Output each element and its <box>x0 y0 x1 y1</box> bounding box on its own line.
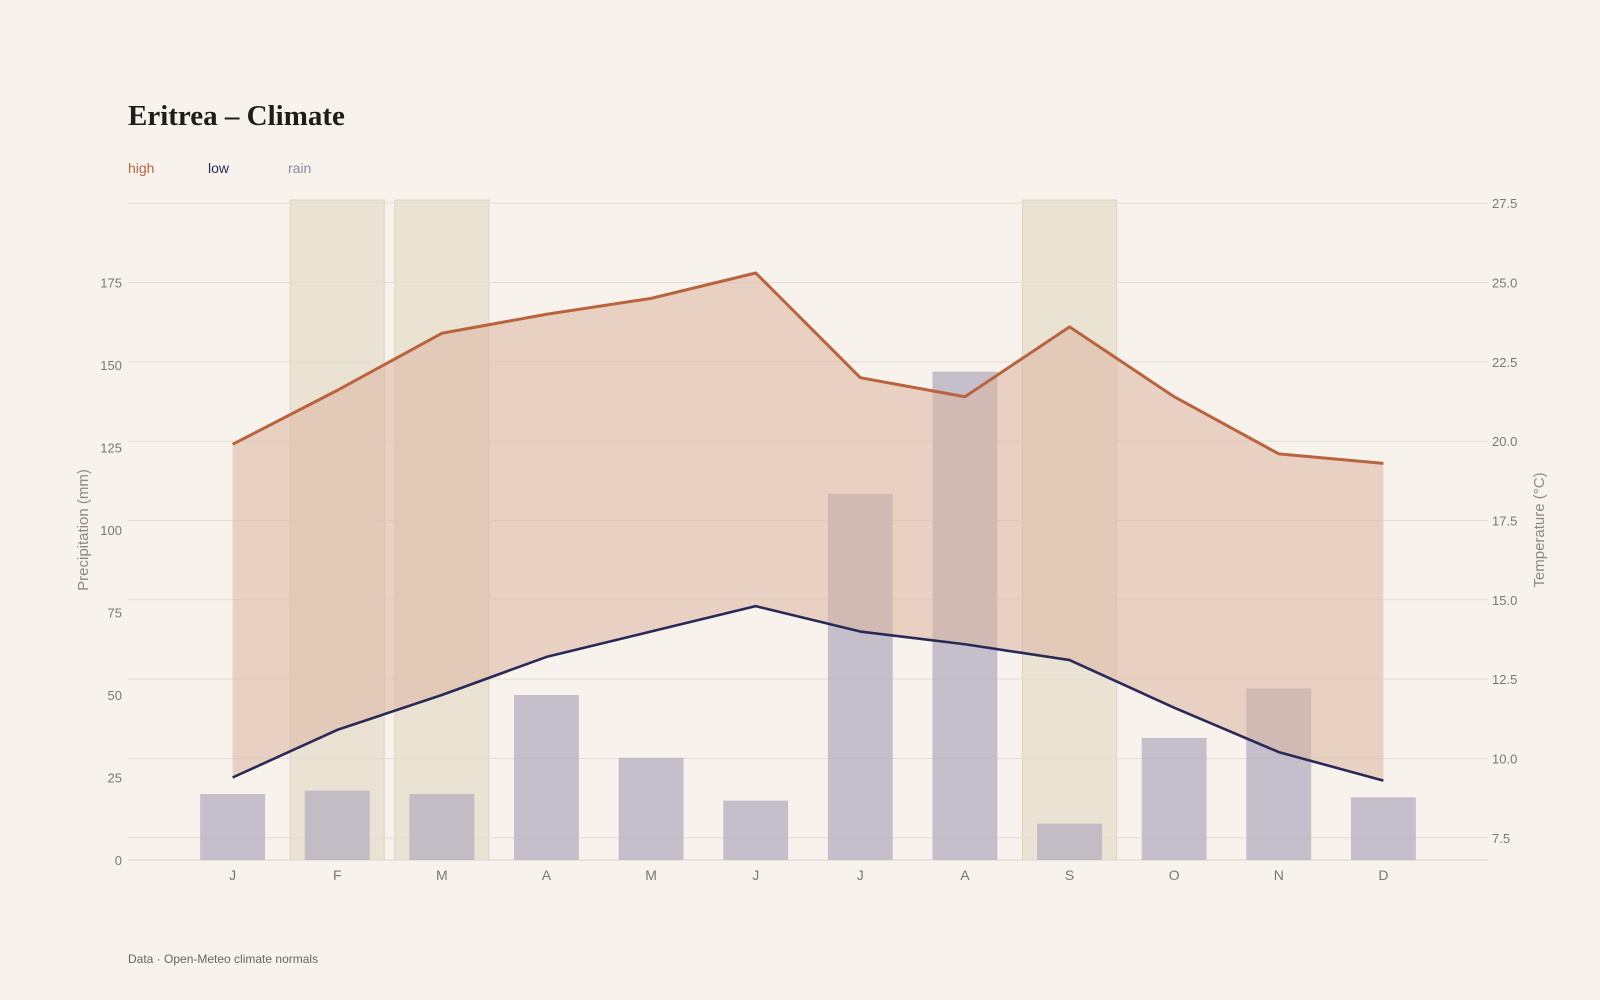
y-left-tick-label: 50 <box>108 688 122 703</box>
rain-bar-D <box>1350 797 1416 860</box>
temp-lines <box>231 271 1384 782</box>
rain-bar-O <box>1141 737 1207 860</box>
x-tick-label: F <box>333 867 342 883</box>
y-right-tick-label: 10.0 <box>1492 751 1517 766</box>
x-tick-label: M <box>645 867 657 883</box>
y-right-tick-label: 27.5 <box>1492 196 1517 211</box>
high-line <box>231 271 1384 465</box>
y-left-tick-label: 125 <box>100 441 122 456</box>
y-right-tick-label: 7.5 <box>1492 831 1510 846</box>
rain-bar-M <box>618 757 684 860</box>
rain-bar-A <box>514 695 579 860</box>
x-tick-label: J <box>752 867 759 883</box>
source-note: Data · Open-Meteo climate normals <box>128 952 319 966</box>
chart-title: Eritrea – Climate <box>128 100 345 132</box>
rain-bar-M <box>409 794 475 860</box>
legend: high low rain <box>128 160 368 176</box>
y-left-tick-label: 175 <box>100 276 122 291</box>
x-tick-label: O <box>1169 867 1180 883</box>
temp-band-area <box>232 272 1384 781</box>
x-tick-label: A <box>542 867 552 883</box>
x-tick-label: D <box>1378 867 1388 883</box>
y-left-tick-label: 0 <box>115 853 122 868</box>
x-tick-label: J <box>857 867 864 883</box>
x-tick-label: M <box>436 867 448 883</box>
y-right-tick-label: 25.0 <box>1492 276 1517 291</box>
x-tick-label: S <box>1065 867 1074 883</box>
low-line <box>232 604 1384 782</box>
rain-bar-J <box>200 794 266 860</box>
rain-bar-F <box>304 790 370 860</box>
y-right-tick-label: 22.5 <box>1492 355 1517 370</box>
rain-bar-S <box>1037 823 1102 860</box>
temp-range-band <box>232 272 1384 781</box>
legend-high: high <box>128 160 155 176</box>
legend-low: low <box>208 160 230 176</box>
axes: 0 25 50 75 100 125 150 175 7.5 10.0 12.5 15.0 17.5 20… <box>75 196 1548 883</box>
legend-rain: rain <box>288 160 312 176</box>
rain-bar-J <box>723 800 789 860</box>
y-right-tick-label: 17.5 <box>1492 513 1517 528</box>
y-right-tick-label: 15.0 <box>1492 593 1517 608</box>
x-tick-label: N <box>1274 867 1284 883</box>
y-right-tick-label: 12.5 <box>1492 672 1517 687</box>
y-left-tick-label: 25 <box>108 771 122 786</box>
y-right-tick-label: 20.0 <box>1492 434 1517 449</box>
y-left-tick-label: 100 <box>100 523 122 538</box>
x-tick-label: J <box>229 867 236 883</box>
y-right-axis-title: Temperature (°C) <box>1531 472 1548 587</box>
y-left-axis-title: Precipitation (mm) <box>75 469 92 591</box>
y-left-tick-label: 75 <box>108 606 122 621</box>
y-left-tick-label: 150 <box>100 358 122 373</box>
x-tick-label: A <box>960 867 970 883</box>
